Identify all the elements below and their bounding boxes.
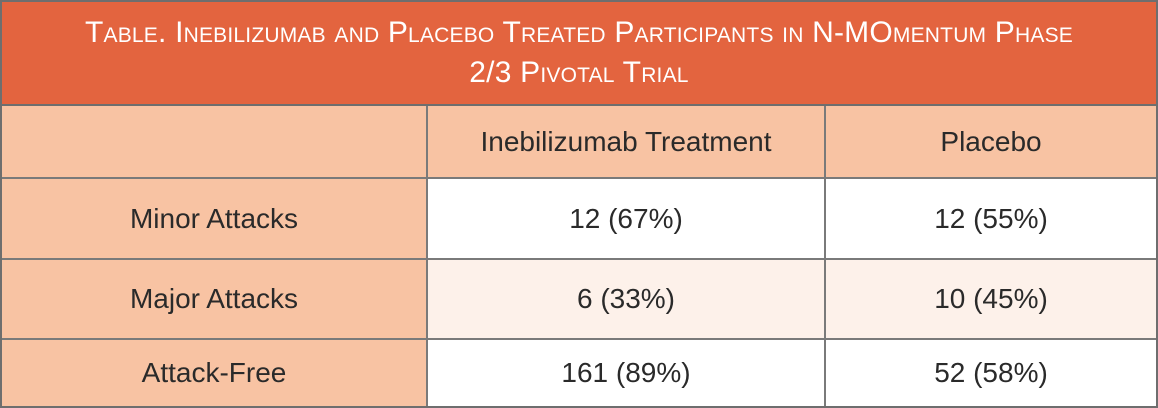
header-cell-empty	[2, 106, 428, 179]
cell-minor-inebilizumab: 12 (67%)	[428, 179, 826, 260]
header-cell-placebo: Placebo	[826, 106, 1156, 179]
row-label-major-attacks: Major Attacks	[2, 260, 428, 340]
cell-major-inebilizumab: 6 (33%)	[428, 260, 826, 340]
table-title-line-1: Table. Inebilizumab and Placebo Treated …	[84, 16, 1073, 49]
table-title-line-2: 2/3 Pivotal Trial	[469, 56, 689, 89]
cell-attack-free-placebo: 52 (58%)	[826, 340, 1156, 406]
cell-minor-placebo: 12 (55%)	[826, 179, 1156, 260]
row-label-minor-attacks: Minor Attacks	[2, 179, 428, 260]
header-cell-inebilizumab: Inebilizumab Treatment	[428, 106, 826, 179]
row-label-attack-free: Attack-Free	[2, 340, 428, 406]
data-table: Inebilizumab Treatment Placebo Minor Att…	[2, 106, 1156, 406]
table-title: Table. Inebilizumab and Placebo Treated …	[2, 2, 1156, 106]
cell-major-placebo: 10 (45%)	[826, 260, 1156, 340]
cell-attack-free-inebilizumab: 161 (89%)	[428, 340, 826, 406]
